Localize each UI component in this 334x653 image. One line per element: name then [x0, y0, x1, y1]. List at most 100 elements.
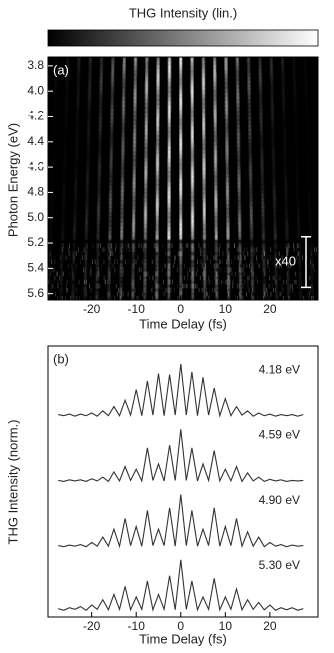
- heatmap-noise: [144, 275, 146, 281]
- heatmap-fringe: [76, 85, 80, 90]
- heatmap-noise: [49, 271, 51, 277]
- heatmap-fringe: [145, 101, 148, 107]
- heatmap-fringe: [238, 206, 241, 212]
- heatmap-fringe: [225, 105, 228, 111]
- heatmap-noise: [222, 247, 223, 252]
- heatmap-fringe: [122, 93, 126, 98]
- heatmap-fringe: [213, 57, 217, 62]
- heatmap-fringe: [298, 271, 302, 277]
- heatmap-noise: [267, 259, 269, 265]
- heatmap-noise: [287, 271, 289, 277]
- heatmap-noise: [269, 243, 270, 248]
- heatmap-fringe: [248, 146, 252, 151]
- heatmap-noise: [282, 287, 284, 293]
- heatmap-fringe: [155, 259, 159, 265]
- heatmap-noise: [205, 279, 207, 285]
- heatmap-fringe: [167, 210, 171, 216]
- heatmap-noise: [133, 263, 135, 269]
- heatmap-noise: [58, 283, 60, 289]
- heatmap-noise: [264, 251, 266, 256]
- heatmap-fringe: [109, 166, 113, 171]
- heatmap-fringe: [100, 65, 103, 70]
- heatmap-fringe: [259, 129, 263, 135]
- heatmap-fringe: [122, 109, 125, 115]
- heatmap-fringe: [108, 243, 112, 248]
- heatmap-fringe: [281, 77, 285, 82]
- heatmap-fringe: [191, 295, 195, 301]
- heatmap-fringe: [203, 271, 207, 277]
- heatmap-fringe: [108, 210, 112, 216]
- heatmap-fringe: [214, 243, 218, 248]
- heatmap-noise: [126, 247, 128, 252]
- heatmap-noise: [165, 271, 167, 277]
- heatmap-noise: [214, 275, 216, 281]
- heatmap-fringe: [213, 129, 217, 135]
- heatmap-noise: [258, 263, 260, 269]
- heatmap-fringe: [284, 190, 288, 196]
- heatmap-noise: [122, 291, 124, 297]
- x-tick-label: -10: [128, 619, 146, 633]
- heatmap-fringe: [249, 214, 253, 220]
- heatmap-fringe: [144, 154, 148, 159]
- heatmap-fringe: [236, 121, 240, 127]
- heatmap-fringe: [202, 182, 206, 188]
- heatmap-noise: [110, 243, 112, 248]
- heatmap-noise: [76, 251, 78, 256]
- heatmap-noise: [248, 275, 250, 281]
- heatmap-fringe: [202, 129, 206, 135]
- heatmap-noise: [94, 259, 96, 265]
- heatmap-fringe: [261, 194, 265, 200]
- heatmap-fringe: [167, 105, 171, 111]
- heatmap-fringe: [167, 263, 171, 269]
- heatmap-noise: [167, 264, 168, 269]
- heatmap-noise: [159, 292, 160, 297]
- heatmap-fringe: [132, 170, 136, 175]
- heatmap-fringe: [272, 178, 276, 184]
- heatmap-fringe: [237, 166, 241, 171]
- heatmap-fringe: [191, 247, 195, 252]
- heatmap-noise: [182, 287, 184, 293]
- heatmap-fringe: [190, 129, 194, 135]
- heatmap-fringe: [77, 65, 81, 70]
- heatmap-fringe: [167, 89, 171, 94]
- heatmap-fringe: [296, 166, 299, 171]
- heatmap-noise: [267, 255, 269, 260]
- heatmap-fringe: [237, 202, 241, 208]
- heatmap-fringe: [111, 77, 114, 82]
- heatmap-fringe: [310, 263, 314, 269]
- heatmap-fringe: [167, 138, 171, 143]
- heatmap-fringe: [224, 85, 228, 90]
- heatmap-fringe: [215, 271, 218, 277]
- heatmap-noise: [122, 243, 123, 248]
- heatmap-noise: [162, 243, 164, 248]
- heatmap-noise: [79, 259, 81, 265]
- heatmap-fringe: [260, 170, 264, 175]
- heatmap-fringe: [179, 81, 183, 86]
- heatmap-fringe: [143, 247, 147, 252]
- heatmap-fringe: [83, 279, 87, 285]
- heatmap-noise: [313, 267, 315, 273]
- heatmap-fringe: [107, 279, 111, 285]
- heatmap-noise: [121, 291, 123, 297]
- heatmap-noise: [66, 279, 68, 285]
- heatmap-noise: [234, 271, 236, 277]
- heatmap-fringe: [122, 113, 125, 119]
- heatmap-noise: [56, 276, 57, 281]
- heatmap-fringe: [270, 101, 274, 107]
- heatmap-fringe: [214, 178, 218, 184]
- heatmap-fringe: [122, 81, 126, 86]
- heatmap-fringe: [179, 154, 183, 159]
- heatmap-fringe: [284, 170, 287, 175]
- heatmap-fringe: [259, 101, 263, 107]
- heatmap-noise: [242, 267, 244, 273]
- x-tick-label: -20: [83, 619, 101, 633]
- heatmap-fringe: [274, 247, 277, 252]
- heatmap-fringe: [85, 198, 89, 204]
- heatmap-fringe: [95, 275, 99, 281]
- heatmap-fringe: [284, 166, 287, 171]
- heatmap-noise: [313, 287, 315, 293]
- heatmap-fringe: [179, 121, 183, 127]
- heatmap-fringe: [191, 174, 194, 179]
- heatmap-fringe: [156, 69, 160, 74]
- heatmap-fringe: [53, 118, 56, 123]
